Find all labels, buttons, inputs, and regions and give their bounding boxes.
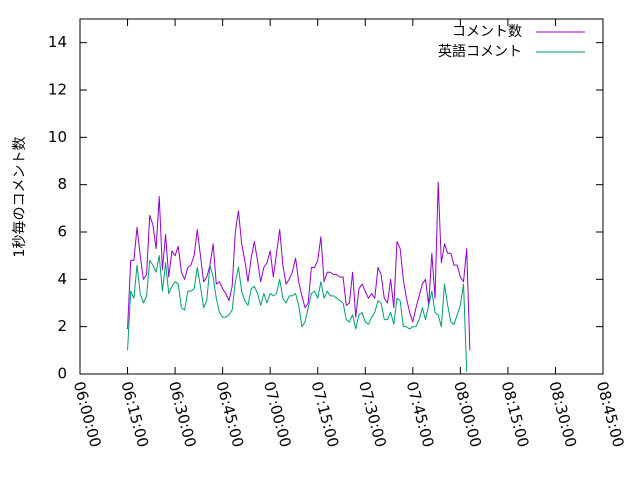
series-group [127, 181, 471, 372]
x-tick-label: 06:15:00 [117, 380, 152, 450]
x-tick-label: 08:45:00 [593, 380, 628, 450]
x-tick-label: 06:45:00 [212, 380, 247, 450]
y-tick-label: 12 [48, 81, 67, 99]
x-tick-label: 07:15:00 [308, 380, 343, 450]
plot-frame [79, 18, 604, 375]
y-tick-label: 8 [57, 175, 67, 193]
y-axis-label-group: 1秒毎のコメント数 [12, 137, 28, 258]
series-line-2 [127, 255, 468, 372]
x-tick-label: 07:00:00 [260, 380, 295, 450]
y-tick-label: 14 [48, 33, 67, 51]
x-tick-label: 07:45:00 [403, 380, 438, 450]
series-2 [127, 255, 468, 372]
x-ticks: 06:00:00 06:15:00 06:30:00 06:45:00 07:00:00… [70, 19, 628, 449]
x-tick-label: 07:30:00 [355, 380, 390, 450]
x-tick-label: 08:00:00 [450, 380, 485, 450]
y-tick-label: 2 [57, 317, 67, 335]
x-tick-label: 08:30:00 [545, 380, 580, 450]
y-tick-label: 10 [48, 128, 67, 146]
y-tick-label: 0 [57, 365, 67, 383]
y-ticks: 0 2 4 6 8 10 12 14 [48, 33, 603, 383]
y-axis-label: 1秒毎のコメント数 [12, 137, 28, 258]
y-tick-label: 4 [57, 270, 67, 288]
legend-label: 英語コメント [438, 43, 522, 60]
x-tick-label: 06:00:00 [70, 380, 105, 450]
y-tick-label: 6 [57, 223, 67, 241]
x-tick-label: 06:30:00 [165, 380, 200, 450]
x-tick-label: 08:15:00 [498, 380, 533, 450]
legend-label: コメント数 [452, 24, 522, 40]
series-line-1 [127, 181, 471, 351]
series-1 [127, 181, 471, 351]
